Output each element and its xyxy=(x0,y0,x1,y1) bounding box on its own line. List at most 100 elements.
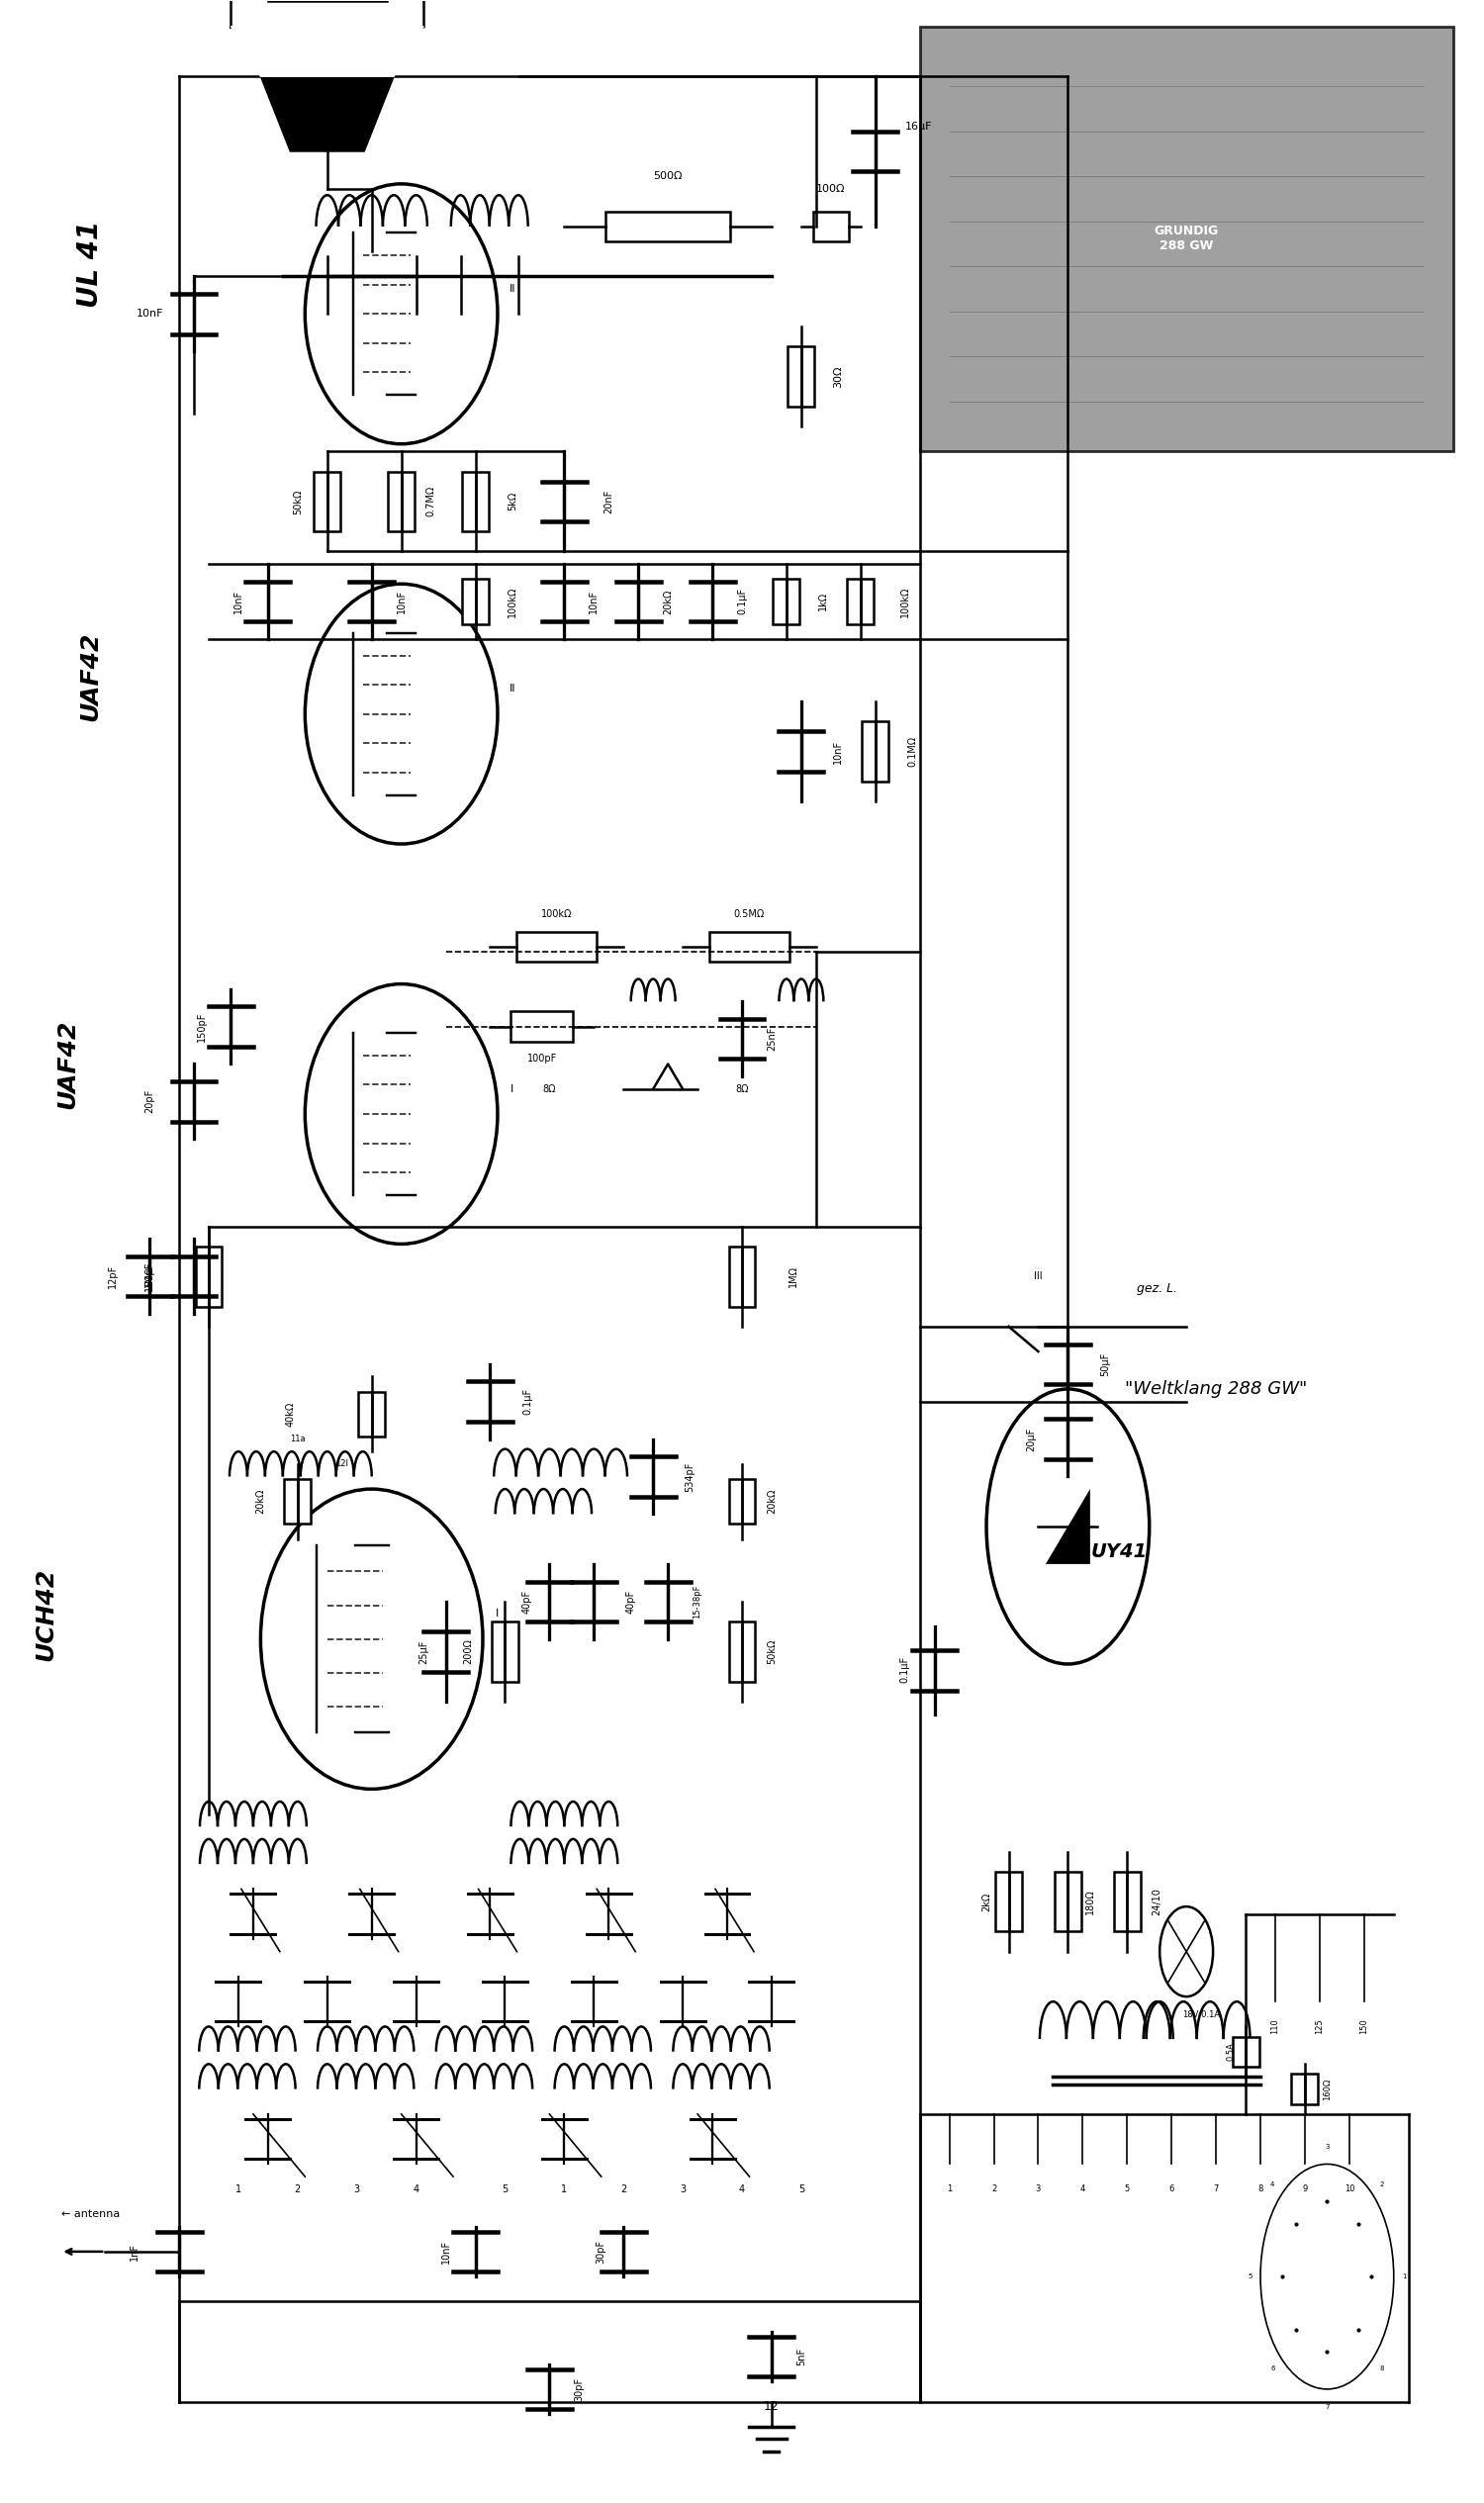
Text: "Weltklang 288 GW": "Weltklang 288 GW" xyxy=(1125,1379,1307,1397)
Text: 110: 110 xyxy=(1270,2020,1279,2035)
Text: 50kΩ: 50kΩ xyxy=(767,1639,776,1664)
Text: 10: 10 xyxy=(1345,2185,1355,2193)
Text: 125: 125 xyxy=(1315,2020,1324,2035)
Bar xyxy=(358,1392,384,1437)
Text: UAF42: UAF42 xyxy=(56,1019,80,1109)
Text: 8Ω: 8Ω xyxy=(543,1084,556,1094)
Text: 30Ω: 30Ω xyxy=(834,365,843,388)
Bar xyxy=(788,345,815,405)
Text: 50kΩ: 50kΩ xyxy=(292,488,303,513)
Text: 30pF: 30pF xyxy=(597,2240,607,2263)
Text: 2: 2 xyxy=(620,2185,626,2195)
Text: 10nF: 10nF xyxy=(589,591,600,613)
Text: 0.7MΩ: 0.7MΩ xyxy=(426,486,436,518)
Text: 150pF: 150pF xyxy=(144,1262,154,1292)
Bar xyxy=(996,1872,1022,1932)
Text: 7: 7 xyxy=(1325,2403,1330,2410)
Bar xyxy=(1232,2037,1258,2067)
Bar xyxy=(196,1246,223,1307)
Text: 0.5MΩ: 0.5MΩ xyxy=(735,909,764,919)
Text: 1kΩ: 1kΩ xyxy=(819,593,828,611)
Text: 0.1μF: 0.1μF xyxy=(738,588,746,616)
Bar xyxy=(729,1479,755,1524)
Text: 25nF: 25nF xyxy=(767,1026,776,1051)
Text: 500Ω: 500Ω xyxy=(653,170,683,180)
Text: 2: 2 xyxy=(1380,2183,1383,2188)
Bar xyxy=(729,1246,755,1307)
Text: UCH42: UCH42 xyxy=(34,1567,58,1659)
Text: 1MΩ: 1MΩ xyxy=(144,1267,154,1287)
Text: 180Ω: 180Ω xyxy=(1085,1890,1095,1915)
Bar xyxy=(1291,2075,1318,2105)
Text: 0.1μF: 0.1μF xyxy=(522,1389,533,1414)
Text: 3: 3 xyxy=(1036,2185,1040,2193)
Bar xyxy=(315,471,341,531)
Text: 5nF: 5nF xyxy=(797,2348,806,2365)
Text: UAF42: UAF42 xyxy=(79,631,102,721)
Text: UL 41: UL 41 xyxy=(76,220,104,308)
Text: 100kΩ: 100kΩ xyxy=(899,586,910,616)
Text: 7: 7 xyxy=(1214,2185,1218,2193)
Text: 20kΩ: 20kΩ xyxy=(255,1489,266,1514)
Bar xyxy=(1114,1872,1141,1932)
Text: 3: 3 xyxy=(353,2185,361,2195)
Text: 160Ω: 160Ω xyxy=(1322,2077,1331,2100)
Text: 6: 6 xyxy=(1270,2365,1275,2370)
Text: 20μF: 20μF xyxy=(1025,1427,1036,1452)
Text: 18V/0.1A: 18V/0.1A xyxy=(1183,2010,1220,2017)
Text: 10nF: 10nF xyxy=(834,738,843,763)
Text: III: III xyxy=(1034,1272,1043,1282)
Text: 12I: 12I xyxy=(335,1459,349,1469)
Bar xyxy=(605,210,730,240)
Bar xyxy=(773,578,800,623)
Bar xyxy=(285,1479,312,1524)
Text: GRUNDIG
288 GW: GRUNDIG 288 GW xyxy=(1155,225,1218,253)
Text: 5: 5 xyxy=(1248,2273,1252,2280)
Bar xyxy=(847,578,874,623)
Text: 1: 1 xyxy=(947,2185,951,2193)
Text: 8: 8 xyxy=(1379,2365,1383,2370)
Text: 20kΩ: 20kΩ xyxy=(663,588,672,613)
Text: 1: 1 xyxy=(236,2185,242,2195)
Text: 100Ω: 100Ω xyxy=(816,183,846,193)
Bar xyxy=(516,931,597,961)
Text: 2: 2 xyxy=(991,2185,996,2193)
Text: 4: 4 xyxy=(1270,2183,1275,2188)
Text: 9: 9 xyxy=(1303,2185,1307,2193)
Polygon shape xyxy=(261,78,393,150)
Text: 20pF: 20pF xyxy=(144,1089,154,1114)
Bar xyxy=(462,471,488,531)
Text: 10nF: 10nF xyxy=(137,308,163,318)
Bar xyxy=(462,578,488,623)
Text: 50μF: 50μF xyxy=(1100,1352,1110,1377)
Text: 20nF: 20nF xyxy=(604,491,614,513)
Text: 40kΩ: 40kΩ xyxy=(285,1402,295,1427)
Text: 150: 150 xyxy=(1359,2020,1368,2035)
Text: 6: 6 xyxy=(1169,2185,1174,2193)
Text: UY41: UY41 xyxy=(1091,1542,1149,1562)
Text: 100kΩ: 100kΩ xyxy=(508,586,518,616)
FancyBboxPatch shape xyxy=(920,28,1453,451)
Text: 100pF: 100pF xyxy=(527,1054,556,1064)
Bar xyxy=(729,1622,755,1682)
Text: 20kΩ: 20kΩ xyxy=(767,1489,776,1514)
Text: I: I xyxy=(510,1084,513,1094)
Text: 2kΩ: 2kΩ xyxy=(981,1892,991,1912)
Text: 200Ω: 200Ω xyxy=(463,1639,473,1664)
Text: I: I xyxy=(496,1609,499,1619)
Bar xyxy=(510,1011,573,1041)
Text: 30pF: 30pF xyxy=(574,2378,585,2400)
Text: 4: 4 xyxy=(413,2185,418,2195)
Text: 100kΩ: 100kΩ xyxy=(542,909,573,919)
Text: ← antenna: ← antenna xyxy=(61,2210,120,2220)
Polygon shape xyxy=(232,28,423,78)
Text: 4: 4 xyxy=(1080,2185,1085,2193)
Text: 24/10: 24/10 xyxy=(1152,1887,1162,1915)
Text: 5: 5 xyxy=(798,2185,804,2195)
Polygon shape xyxy=(1046,1489,1091,1564)
Text: 8: 8 xyxy=(1258,2185,1263,2193)
Text: II: II xyxy=(509,283,515,293)
Text: 12pF: 12pF xyxy=(107,1264,117,1289)
Text: 12: 12 xyxy=(764,2400,779,2413)
Bar xyxy=(709,931,789,961)
